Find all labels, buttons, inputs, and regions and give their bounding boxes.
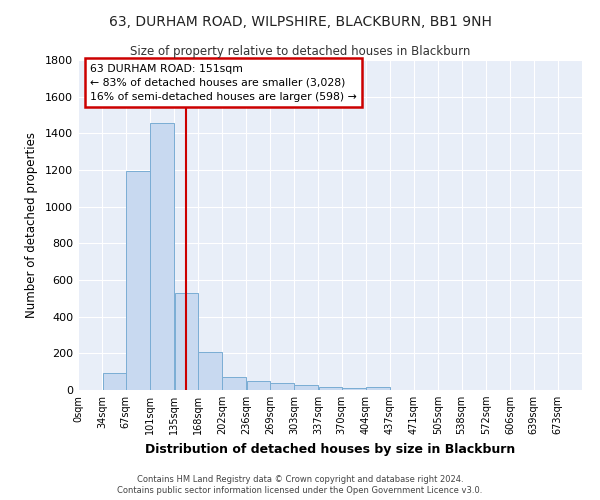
Text: Contains HM Land Registry data © Crown copyright and database right 2024.: Contains HM Land Registry data © Crown c… [137, 475, 463, 484]
Bar [151, 123, 174, 390]
Bar [342, 388, 365, 390]
Bar [247, 381, 270, 390]
Bar [175, 293, 198, 390]
Text: Size of property relative to detached houses in Blackburn: Size of property relative to detached ho… [130, 45, 470, 58]
X-axis label: Distribution of detached houses by size in Blackburn: Distribution of detached houses by size … [145, 442, 515, 456]
Bar [126, 171, 149, 390]
Bar [198, 352, 221, 390]
Bar [103, 372, 126, 390]
Text: 63 DURHAM ROAD: 151sqm
← 83% of detached houses are smaller (3,028)
16% of semi-: 63 DURHAM ROAD: 151sqm ← 83% of detached… [90, 64, 357, 102]
Text: Contains public sector information licensed under the Open Government Licence v3: Contains public sector information licen… [118, 486, 482, 495]
Y-axis label: Number of detached properties: Number of detached properties [25, 132, 38, 318]
Bar [270, 383, 293, 390]
Bar [319, 387, 342, 390]
Bar [223, 377, 246, 390]
Bar [295, 385, 318, 390]
Bar [367, 386, 390, 390]
Text: 63, DURHAM ROAD, WILPSHIRE, BLACKBURN, BB1 9NH: 63, DURHAM ROAD, WILPSHIRE, BLACKBURN, B… [109, 15, 491, 29]
